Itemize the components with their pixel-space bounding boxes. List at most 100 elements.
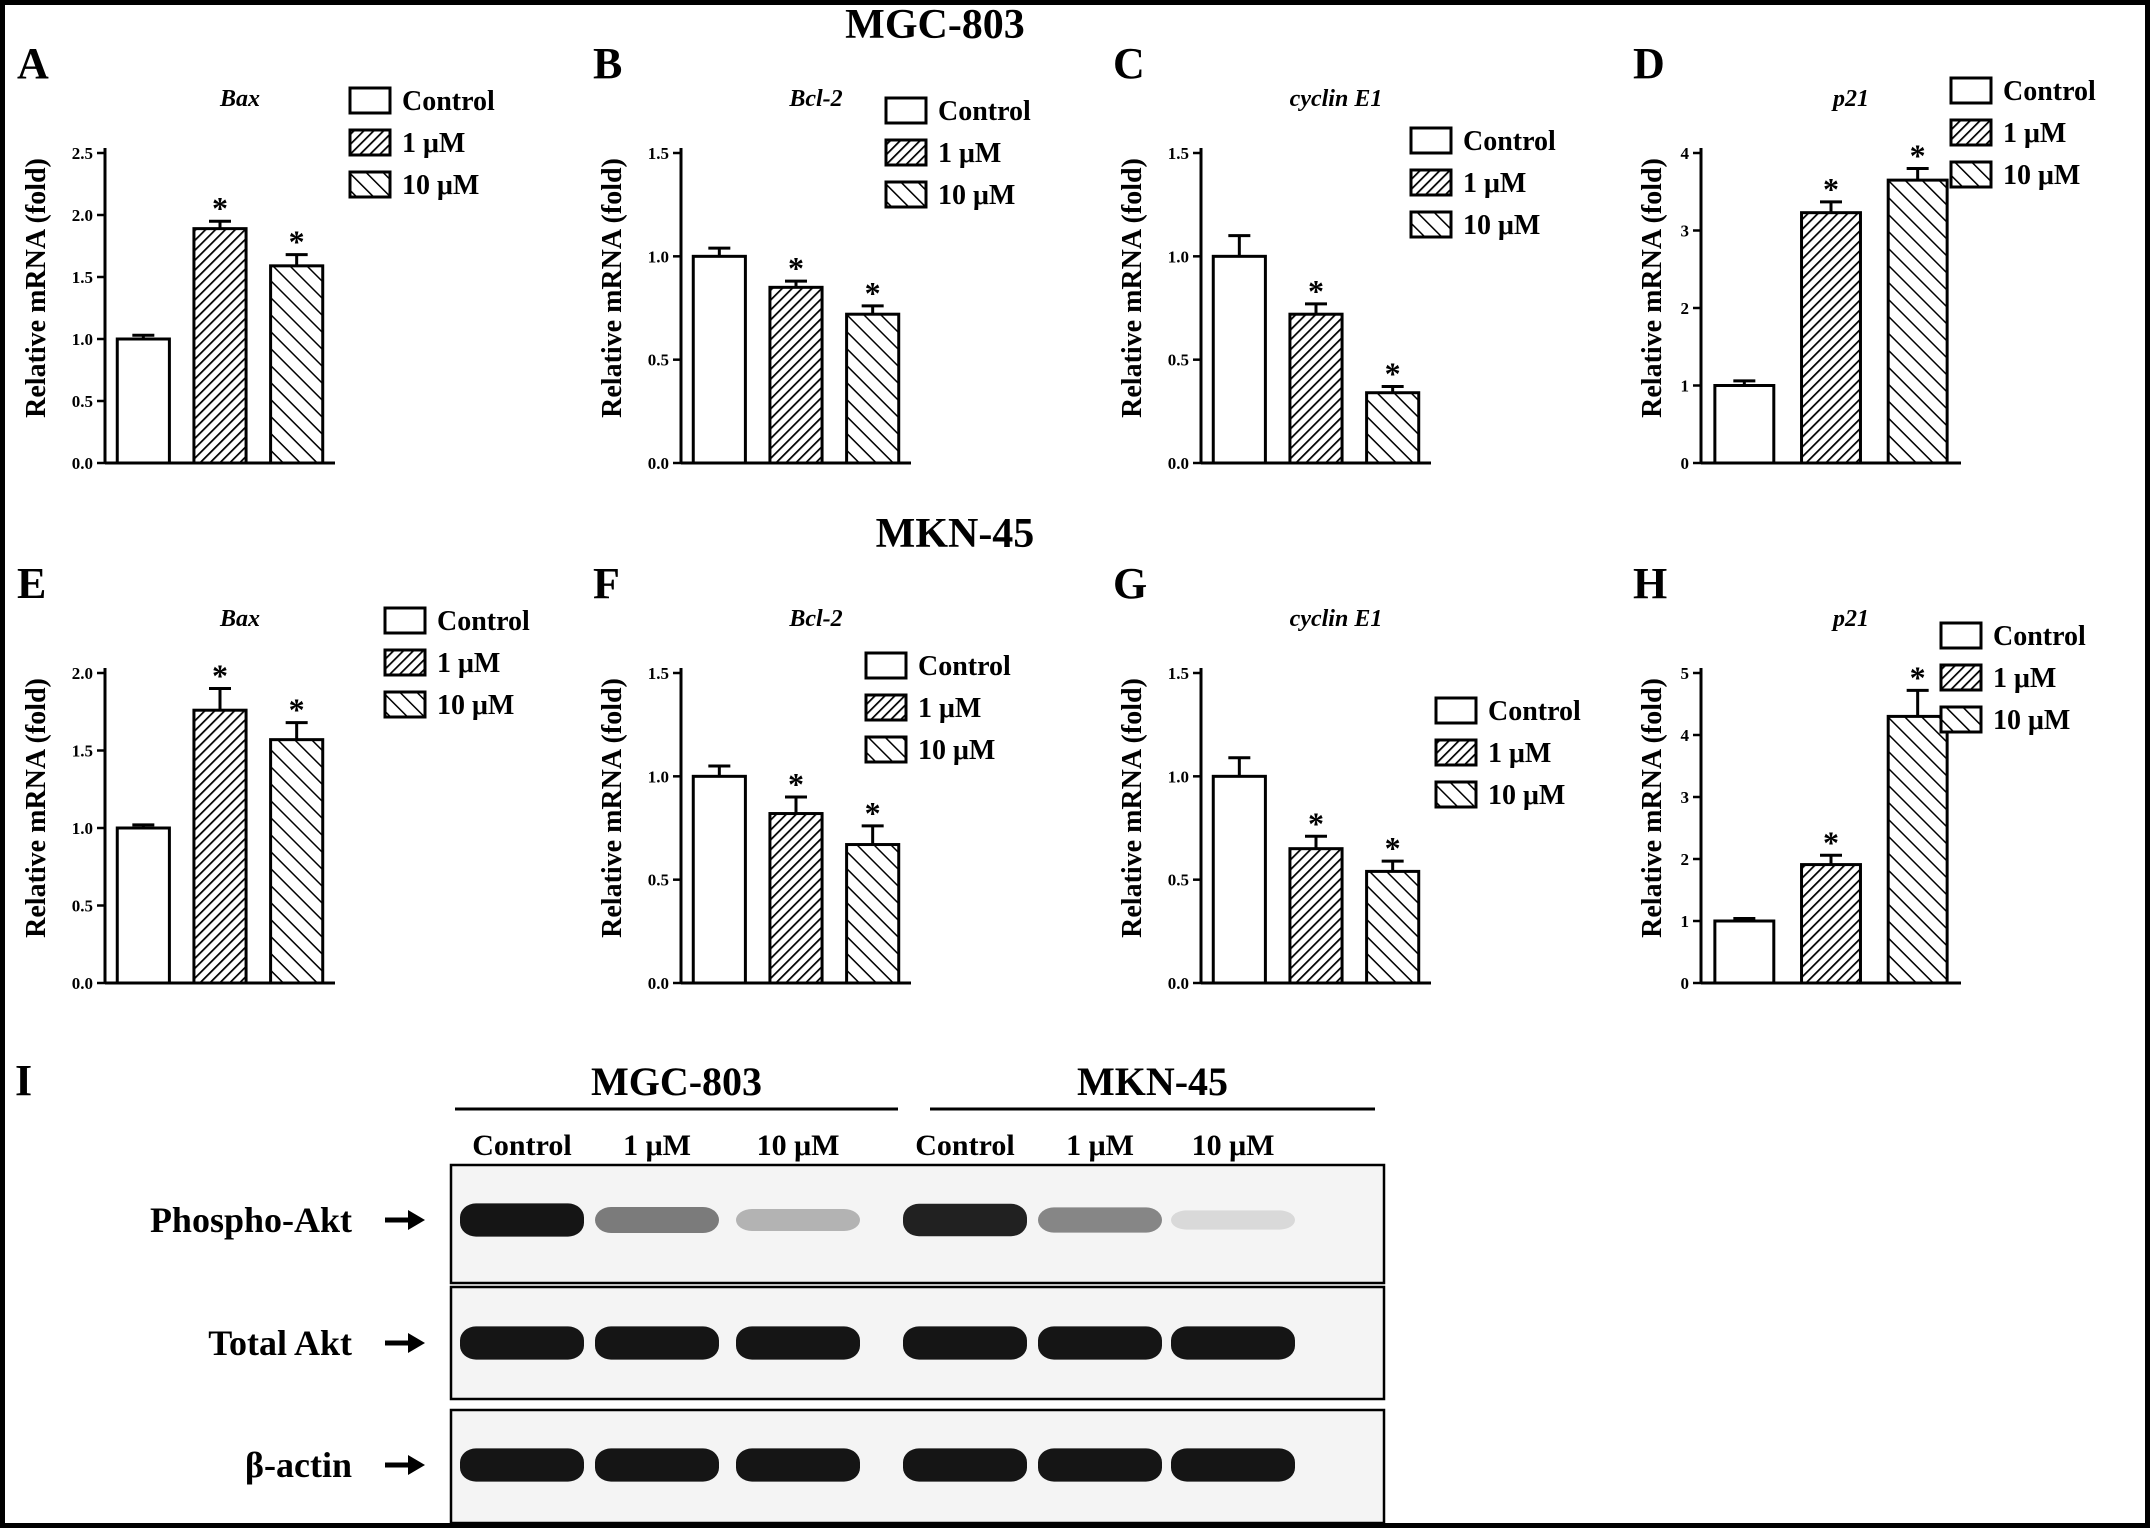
legend-swatch [1949, 160, 1993, 189]
legend-label: 1 μM [918, 693, 981, 724]
legend-swatch [383, 648, 427, 677]
bar-control [1713, 384, 1776, 465]
legend-label: 10 μM [402, 170, 479, 201]
significance-marker: * [289, 224, 305, 260]
y-tick-label: 2.5 [72, 144, 93, 163]
y-tick-label: 4 [1681, 144, 1690, 163]
bar-1m [1800, 211, 1862, 465]
legend-label: Control [918, 651, 1011, 682]
y-axis-label: Relative mRNA (fold) [1117, 678, 1148, 938]
blot-band [1038, 1207, 1162, 1233]
legend-swatch [884, 96, 928, 125]
y-tick-label: 0 [1681, 974, 1690, 993]
legend-label: 1 μM [2003, 118, 2066, 149]
y-tick-label: 0.0 [72, 974, 93, 993]
y-tick-label: 3 [1681, 222, 1690, 241]
y-tick-label: 1.5 [72, 268, 93, 287]
legend-swatch [884, 180, 928, 209]
y-tick-label: 2 [1681, 299, 1690, 318]
legend-swatch [1939, 663, 1983, 692]
legend-label: 1 μM [938, 138, 1001, 169]
significance-marker: * [788, 250, 804, 286]
y-tick-label: 0.5 [1168, 871, 1189, 890]
y-tick-label: 0.0 [1168, 454, 1189, 473]
blot-band [1171, 1326, 1295, 1360]
chart-title: Bax [219, 86, 260, 112]
y-tick-label: 0.5 [72, 897, 93, 916]
significance-marker: * [1823, 824, 1839, 860]
blot-group-label: MKN-45 [1077, 1059, 1228, 1104]
panel-letter: A [17, 39, 49, 88]
blot-band [460, 1448, 584, 1482]
y-tick-label: 0.5 [648, 871, 669, 890]
y-tick-label: 1.0 [1168, 767, 1189, 786]
y-tick-label: 5 [1681, 664, 1690, 683]
y-tick-label: 0.0 [1168, 974, 1189, 993]
blot-lane-label: Control [472, 1129, 571, 1162]
significance-marker: * [865, 795, 881, 831]
y-tick-label: 0.5 [72, 392, 93, 411]
significance-marker: * [1823, 171, 1839, 207]
chart-title: cyclin E1 [1290, 86, 1383, 112]
legend-swatch [884, 138, 928, 167]
bar-1m [1800, 863, 1862, 985]
y-tick-label: 1 [1681, 377, 1690, 396]
bar-10m [1365, 391, 1421, 465]
western-blot-panel: I MGC-803 MKN-45 Control 1 μM 10 μM Control 1 μ… [5, 1045, 1425, 1523]
chart-panel-a: A Bax Relative mRNA (fold) 0.0 0.5 1.0 1.5 2.0 2… [5, 33, 542, 533]
blot-band [1038, 1326, 1162, 1360]
blot-band [1171, 1210, 1295, 1230]
bar-control [1713, 919, 1776, 985]
y-tick-label: 1.5 [1168, 144, 1189, 163]
arrow-right-icon [408, 1455, 425, 1475]
legend-label: Control [1488, 696, 1581, 727]
bar-chart-svg: E Bax Relative mRNA (fold) 0.0 0.5 1.0 1.5 2.0 *… [17, 559, 530, 993]
y-tick-label: 0.0 [72, 454, 93, 473]
blot-band [595, 1207, 719, 1233]
bar-chart-svg: A Bax Relative mRNA (fold) 0.0 0.5 1.0 1.5 2.0 2… [17, 39, 495, 473]
y-tick-label: 1.0 [72, 819, 93, 838]
significance-marker: * [1910, 659, 1926, 695]
legend-swatch [348, 170, 392, 199]
y-tick-label: 1.5 [72, 742, 93, 761]
arrow-right-icon [408, 1333, 425, 1353]
y-tick-label: 1.5 [1168, 664, 1189, 683]
legend-swatch [1434, 780, 1478, 809]
panel-letter: I [15, 1056, 32, 1105]
legend-label: 10 μM [918, 735, 995, 766]
y-tick-label: 0.5 [648, 351, 669, 370]
bar-1m [1288, 312, 1344, 465]
significance-marker: * [212, 658, 228, 694]
chart-title: Bcl-2 [788, 606, 842, 632]
chart-panel-e: E Bax Relative mRNA (fold) 0.0 0.5 1.0 1.5 2.0 *… [5, 553, 542, 1053]
legend-label: 10 μM [2003, 160, 2080, 191]
blot-group-label: MGC-803 [591, 1059, 762, 1104]
legend-swatch [1409, 168, 1453, 197]
y-tick-label: 3 [1681, 788, 1690, 807]
legend-swatch [1939, 621, 1983, 650]
panel-letter: H [1633, 559, 1667, 608]
legend-swatch [1409, 126, 1453, 155]
legend-label: 1 μM [402, 128, 465, 159]
blot-band [903, 1326, 1027, 1360]
blot-row-label: Phospho-Akt [150, 1200, 352, 1240]
legend-swatch [1949, 118, 1993, 147]
bar-10m [1886, 178, 1949, 465]
blot-band [1038, 1448, 1162, 1482]
significance-marker: * [1385, 830, 1401, 866]
bar-1m [192, 227, 248, 465]
blot-lane-label: 1 μM [623, 1129, 691, 1162]
chart-title: Bax [219, 606, 260, 632]
y-tick-label: 1.5 [648, 664, 669, 683]
chart-title: p21 [1831, 606, 1869, 632]
legend-swatch [383, 690, 427, 719]
bar-1m [768, 812, 824, 985]
legend-label: 1 μM [1463, 168, 1526, 199]
chart-panel-b: B Bcl-2 Relative mRNA (fold) 0.0 0.5 1.0 1.5 * *… [581, 33, 1118, 533]
